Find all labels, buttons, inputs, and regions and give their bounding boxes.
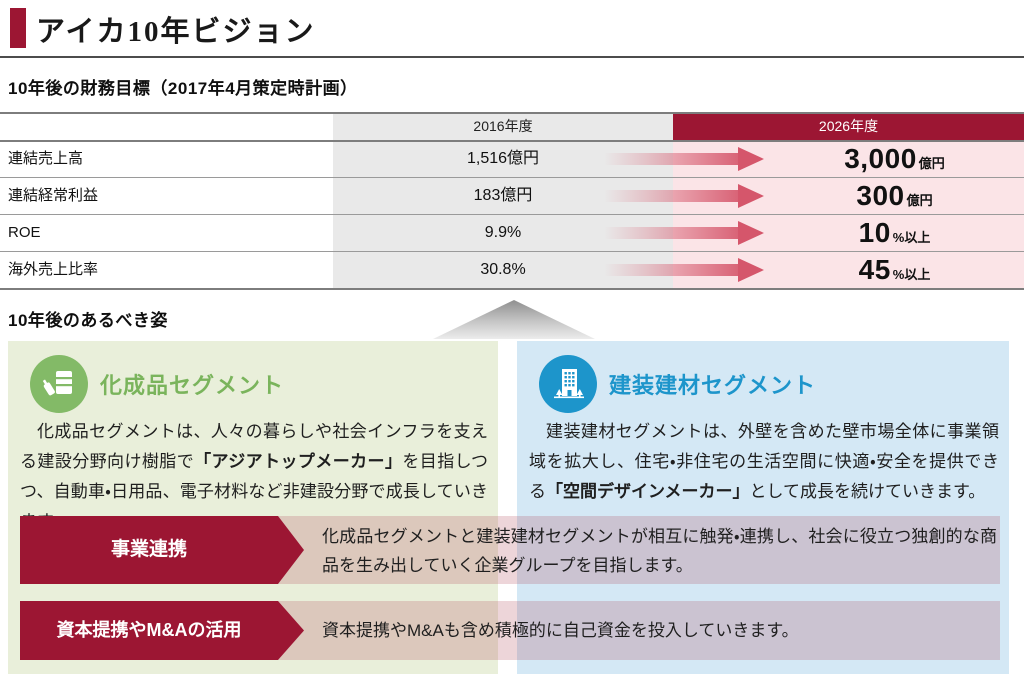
upward-triangle-icon: [433, 300, 595, 339]
initiative-label-arrow: 資本提携やM&Aの活用: [20, 601, 304, 660]
chemical-drum-icon: [30, 355, 88, 413]
table-row: ROE 9.9% 10 %以上: [0, 214, 1024, 251]
segment-title-chemical: 化成品セグメント: [100, 373, 285, 398]
metric-label: 連結経常利益: [8, 187, 99, 204]
financial-goals-heading: 10年後の財務目標（2017年4月策定時計画）: [8, 79, 358, 98]
row-divider: [0, 214, 1024, 215]
initiative-text: 化成品セグメントと建装建材セグメントが相互に触発・連携し、社会に役立つ独創的な商…: [322, 527, 997, 575]
value-2016: 30.8%: [480, 261, 526, 278]
metric-label: ROE: [8, 224, 41, 241]
row-divider: [0, 177, 1024, 178]
table-border-bottom: [0, 288, 1024, 290]
vision-heading: 10年後のあるべき姿: [8, 311, 168, 330]
segment-card-building: 建装建材セグメント 建装建材セグメントは、外壁を含めた壁市場全体に事業領域を拡大…: [517, 341, 1009, 674]
row-divider: [0, 251, 1024, 252]
value-2026: 3,000 億円: [844, 143, 945, 174]
value-2016: 9.9%: [484, 224, 522, 241]
title-divider: [0, 56, 1024, 58]
segment-title-building: 建装建材セグメント: [609, 373, 817, 398]
initiative-label-arrow: 事業連携: [20, 516, 304, 584]
growth-arrow-icon: [604, 221, 766, 245]
title-accent-bar: [10, 8, 26, 48]
value-2016: 183億円: [473, 187, 533, 204]
table-header-rule: [0, 140, 1024, 142]
page-title: アイカ10年ビジョン: [36, 16, 316, 48]
metric-label: 海外売上比率: [8, 261, 99, 278]
value-2026: 10 %以上: [858, 217, 931, 248]
initiative-text: 資本提携やM&Aも含め積極的に自己資金を投入していきます。: [322, 621, 799, 640]
value-2026: 300 億円: [856, 180, 933, 211]
growth-arrow-icon: [604, 184, 766, 208]
column-header-2016: 2016年度: [473, 118, 533, 134]
table-row: 海外売上比率 30.8% 45 %以上: [0, 251, 1024, 288]
growth-arrow-icon: [604, 147, 766, 171]
table-border-top: [0, 112, 1024, 114]
value-2026: 45 %以上: [858, 254, 931, 285]
metric-label: 連結売上高: [8, 150, 84, 167]
value-2016: 1,516億円: [466, 150, 540, 167]
table-row: 連結経常利益 183億円 300 億円: [0, 177, 1024, 214]
growth-arrow-icon: [604, 258, 766, 282]
table-row: 連結売上高 1,516億円 3,000 億円: [0, 140, 1024, 177]
column-header-2026: 2026年度: [673, 112, 1024, 140]
building-icon: [539, 355, 597, 413]
segment-description-building: 建装建材セグメントは、外壁を含めた壁市場全体に事業領域を拡大し、住宅・非住宅の生…: [529, 422, 999, 501]
segment-description-chemical: 化成品セグメントは、人々の暮らしや社会インフラを支える建設分野向け樹脂で「アジア…: [20, 422, 489, 531]
